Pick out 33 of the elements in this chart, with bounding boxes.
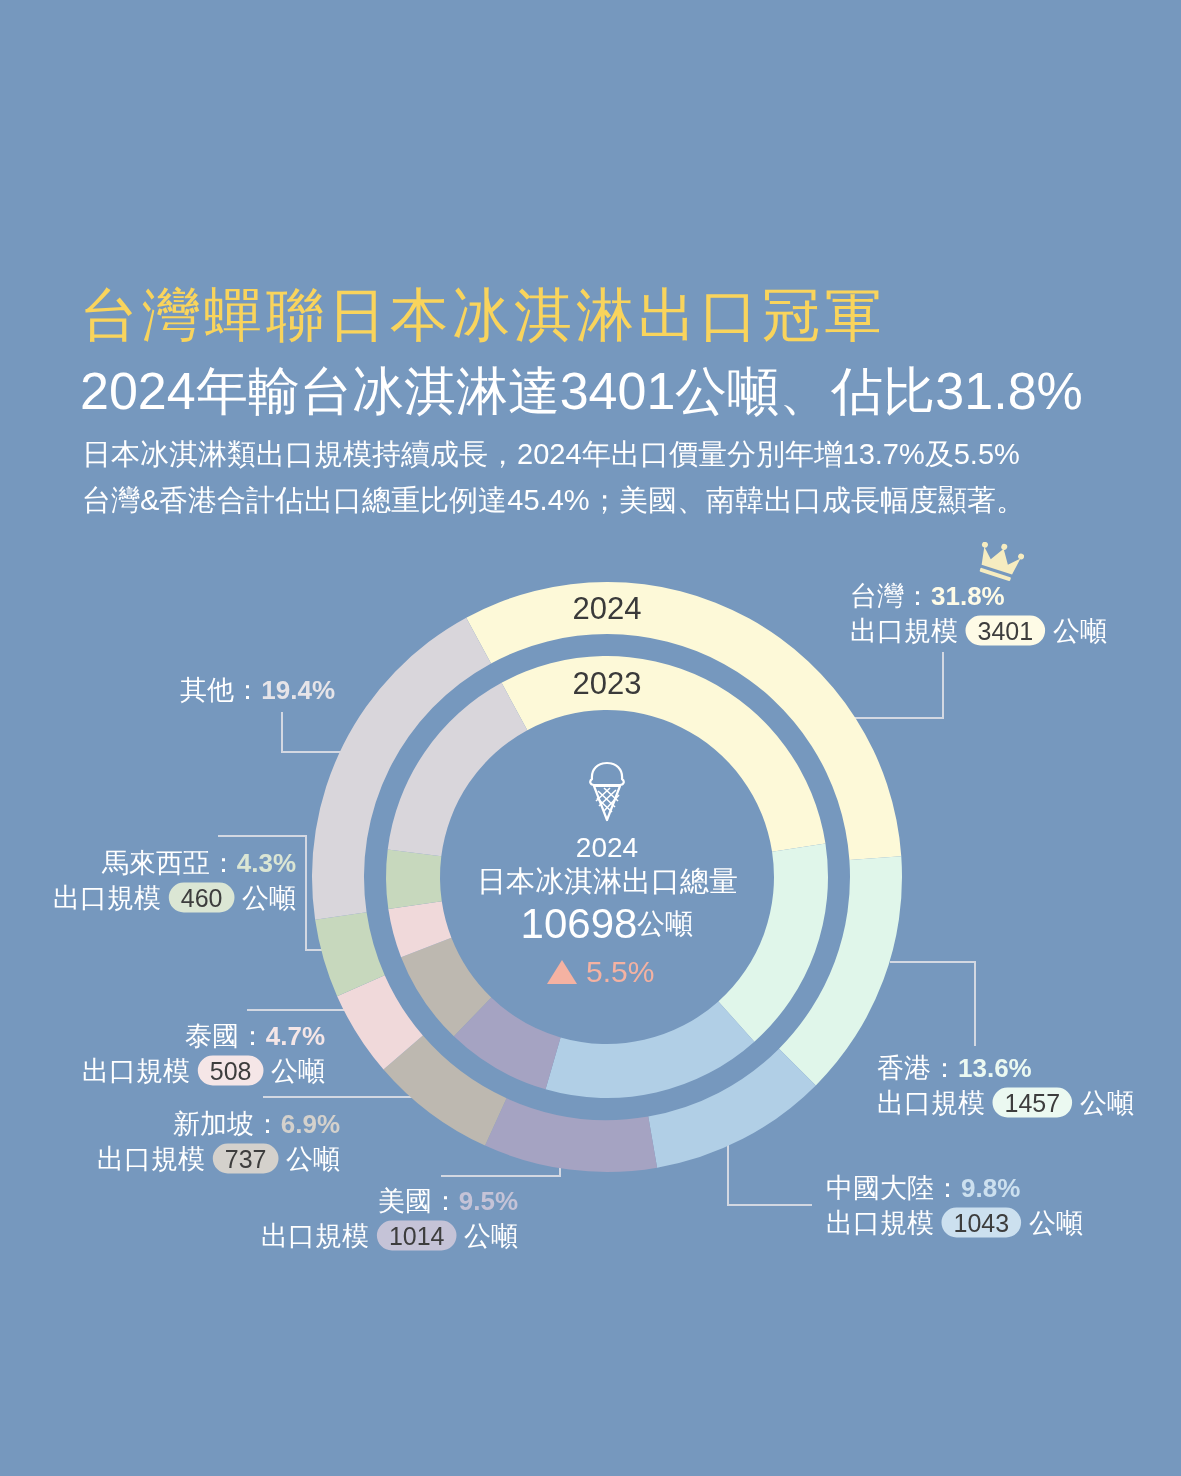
text: 日本冰淇淋類出口規模持續成長，2024年出口價量分別年增13.7%及5.5% — [82, 437, 1020, 472]
data-label: ：6.9% — [253, 1108, 340, 1139]
slice-label: 台灣 — [850, 580, 904, 611]
data-label: ：4.7% — [238, 1020, 325, 1051]
text: 出口規模 3401 公噸 — [850, 615, 1107, 646]
data-label: ：9.8% — [934, 1172, 1021, 1203]
slice-label: 馬來西亞 — [100, 847, 210, 878]
text: 2024 — [575, 831, 639, 863]
slice-label: 泰國 — [184, 1020, 239, 1051]
data-label: ：19.4% — [234, 674, 336, 705]
text: 出口規模 508 公噸 — [82, 1055, 326, 1086]
slice-label: 美國 — [377, 1185, 432, 1216]
text: 出口規模 1457 公噸 — [877, 1087, 1134, 1118]
slice-label: 其他 — [180, 674, 235, 705]
text: 出口規模 1043 公噸 — [826, 1207, 1083, 1238]
text: 出口規模 460 公噸 — [53, 882, 297, 913]
slice-label: 中國大陸 — [826, 1172, 934, 1203]
text: 出口規模 737 公噸 — [97, 1143, 341, 1174]
text: 出口規模 1014 公噸 — [261, 1220, 519, 1251]
text: 5.5% — [586, 954, 655, 988]
slice-label: 新加坡 — [172, 1108, 254, 1139]
text: 日本冰淇淋出口總量 — [476, 865, 738, 897]
data-label: ：31.8% — [904, 580, 1005, 611]
data-label: ：9.5% — [431, 1185, 518, 1216]
text: 10698公噸 — [520, 899, 694, 947]
chart-title: 台灣蟬聯日本冰淇淋出口冠軍 — [80, 281, 886, 349]
slice-label: 2024 — [572, 590, 642, 626]
data-label: ：13.6% — [931, 1052, 1032, 1083]
chart-subtitle: 2024年輸台冰淇淋達3401公噸、佔比31.8% — [80, 361, 1083, 422]
text: 台灣&香港合計佔出口總重比例達45.4%；美國、南韓出口成長幅度顯著。 — [82, 483, 1025, 518]
data-label: ：4.3% — [209, 847, 296, 878]
slice-label: 2023 — [572, 665, 642, 701]
slice-label: 香港 — [877, 1052, 931, 1083]
